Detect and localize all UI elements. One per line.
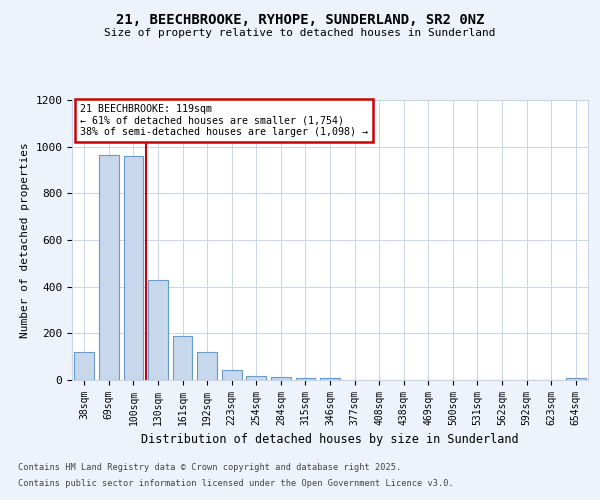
Text: Contains HM Land Registry data © Crown copyright and database right 2025.: Contains HM Land Registry data © Crown c… bbox=[18, 464, 401, 472]
Bar bbox=[271, 377, 290, 380]
X-axis label: Distribution of detached houses by size in Sunderland: Distribution of detached houses by size … bbox=[141, 434, 519, 446]
Bar bbox=[148, 280, 168, 380]
Bar bbox=[320, 378, 340, 380]
Y-axis label: Number of detached properties: Number of detached properties bbox=[20, 142, 30, 338]
Bar bbox=[222, 370, 242, 380]
Bar bbox=[247, 376, 266, 380]
Bar bbox=[74, 352, 94, 380]
Text: 21 BEECHBROOKE: 119sqm
← 61% of detached houses are smaller (1,754)
38% of semi-: 21 BEECHBROOKE: 119sqm ← 61% of detached… bbox=[80, 104, 368, 138]
Bar bbox=[296, 378, 315, 380]
Bar bbox=[566, 378, 586, 380]
Bar bbox=[99, 155, 119, 380]
Text: Contains public sector information licensed under the Open Government Licence v3: Contains public sector information licen… bbox=[18, 478, 454, 488]
Text: Size of property relative to detached houses in Sunderland: Size of property relative to detached ho… bbox=[104, 28, 496, 38]
Bar bbox=[173, 336, 193, 380]
Text: 21, BEECHBROOKE, RYHOPE, SUNDERLAND, SR2 0NZ: 21, BEECHBROOKE, RYHOPE, SUNDERLAND, SR2… bbox=[116, 12, 484, 26]
Bar bbox=[197, 352, 217, 380]
Bar bbox=[124, 156, 143, 380]
